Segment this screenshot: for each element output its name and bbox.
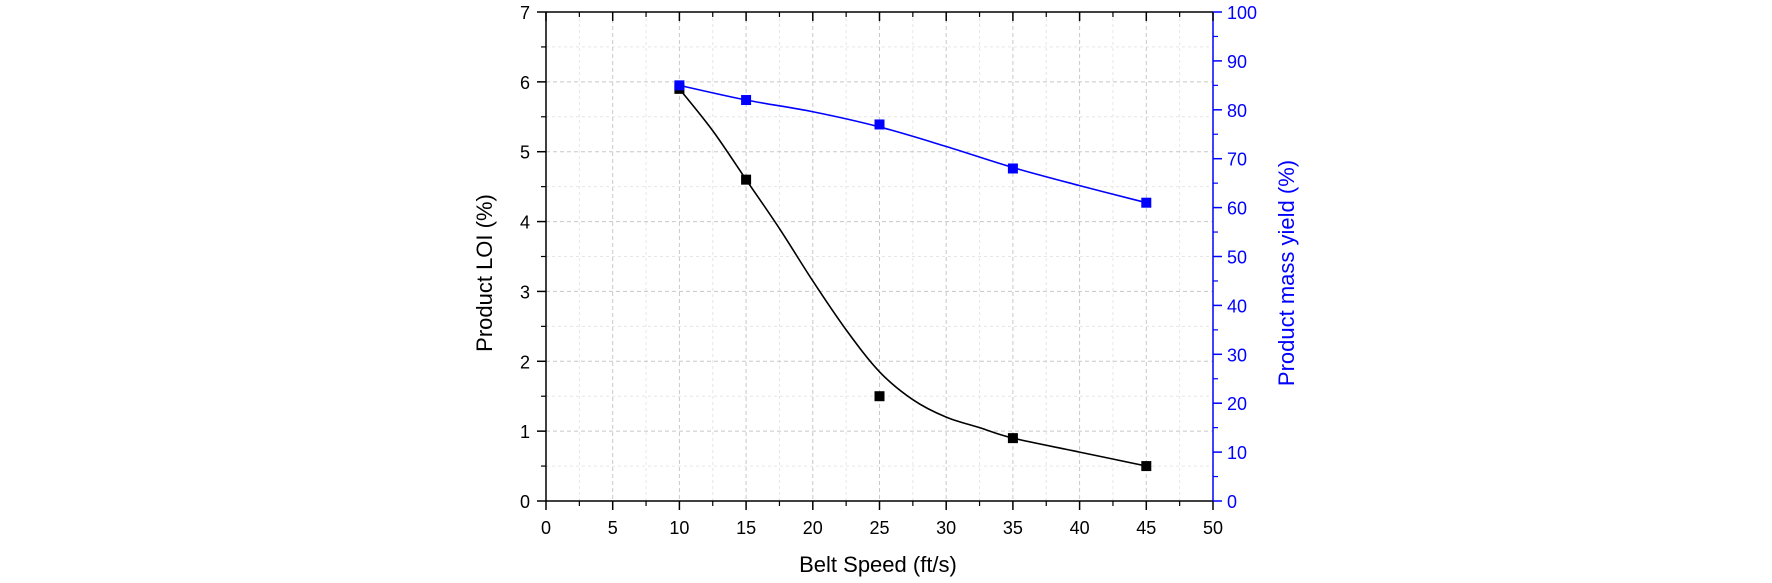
y-right-tick-label: 90 [1227,52,1247,72]
y-right-tick-label: 50 [1227,248,1247,268]
x-tick-label: 25 [869,518,889,538]
y-right-tick-label: 70 [1227,150,1247,170]
data-point-loi [741,174,752,185]
x-tick-label: 35 [1003,518,1023,538]
y-right-tick-label: 20 [1227,394,1247,414]
x-tick-label: 10 [669,518,689,538]
data-point-mass-yield [1141,197,1152,208]
x-tick-label: 5 [608,518,618,538]
tick-labels: 0 5 10 15 20 25 30 35 40 45 5001234567010203040506… [520,3,1257,538]
x-axis-title: Belt Speed (ft/s) [799,552,957,577]
data-point-mass-yield [741,95,752,106]
y-right-tick-label: 100 [1227,3,1257,23]
y-left-tick-label: 0 [520,492,530,512]
y-right-tick-label: 60 [1227,199,1247,219]
grid [545,11,1214,502]
series-line-mass-yield [679,84,1147,204]
y-left-tick-label: 3 [520,282,530,302]
y-right-tick-label: 30 [1227,345,1247,365]
x-tick-label: 50 [1203,518,1223,538]
y-right-tick-label: 40 [1227,296,1247,316]
x-tick-label: 45 [1136,518,1156,538]
axis-ticks [537,11,1222,510]
y-left-tick-label: 7 [520,3,530,23]
data-point-mass-yield [874,119,885,130]
data-point-mass-yield [1007,163,1018,174]
y-right-tick-label: 0 [1227,492,1237,512]
x-tick-label: 0 [541,518,551,538]
y-axis-right-title: Product mass yield (%) [1274,160,1299,386]
data-point-mass-yield [674,80,685,91]
x-tick-label: 20 [803,518,823,538]
y-left-tick-label: 6 [520,73,530,93]
data-point-loi [1141,461,1152,472]
y-left-tick-label: 5 [520,143,530,163]
y-left-tick-label: 2 [520,352,530,372]
x-tick-label: 15 [736,518,756,538]
x-tick-label: 40 [1070,518,1090,538]
y-axis-left-title: Product LOI (%) [472,194,497,352]
x-tick-label: 30 [936,518,956,538]
data-point-loi [874,391,885,402]
data-point-loi [1007,433,1018,444]
data-markers [674,80,1152,472]
y-left-tick-label: 4 [520,213,530,233]
y-right-tick-label: 80 [1227,101,1247,121]
y-right-tick-label: 10 [1227,443,1247,463]
y-left-tick-label: 1 [520,422,530,442]
